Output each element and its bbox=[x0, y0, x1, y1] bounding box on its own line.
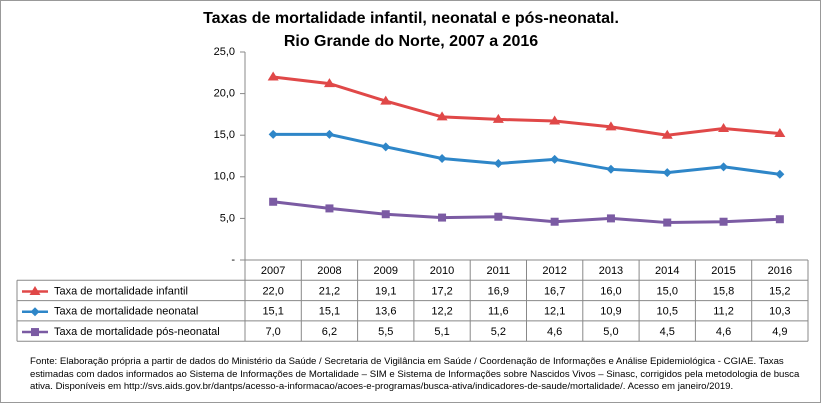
point bbox=[775, 215, 784, 224]
table-value: 12,2 bbox=[431, 306, 452, 318]
table-value: 22,0 bbox=[262, 285, 283, 297]
point bbox=[268, 129, 278, 139]
table-value: 16,0 bbox=[600, 285, 621, 297]
table-value: 12,1 bbox=[544, 306, 565, 318]
line bbox=[272, 200, 780, 225]
table-value: 17,2 bbox=[431, 285, 452, 297]
x-tick-label: 2008 bbox=[317, 265, 341, 277]
point bbox=[606, 164, 616, 174]
x-tick-label: 2015 bbox=[711, 265, 735, 277]
point bbox=[381, 142, 391, 152]
point bbox=[719, 217, 728, 226]
point bbox=[324, 129, 334, 139]
table-value: 4,6 bbox=[716, 326, 731, 338]
legend-label: Taxa de mortalidade neonatal bbox=[54, 306, 198, 318]
table-value: 16,9 bbox=[488, 285, 509, 297]
line bbox=[273, 132, 781, 176]
table-value: 15,1 bbox=[262, 306, 283, 318]
table-value: 15,0 bbox=[657, 285, 678, 297]
point bbox=[661, 129, 673, 139]
x-tick-label: 2011 bbox=[487, 265, 511, 277]
table-value: 11,6 bbox=[488, 306, 509, 318]
x-tick-label: 2009 bbox=[374, 265, 398, 277]
point bbox=[550, 217, 559, 226]
table-value: 5,1 bbox=[434, 326, 449, 338]
table-value: 10,9 bbox=[600, 306, 621, 318]
table-value: 10,5 bbox=[657, 306, 678, 318]
point bbox=[380, 95, 392, 105]
legend-marker bbox=[29, 285, 41, 295]
legend-label: Taxa de mortalidade infantil bbox=[54, 285, 188, 297]
table-value: 11,2 bbox=[713, 306, 734, 318]
x-tick-label: 2010 bbox=[430, 265, 454, 277]
source-note: Fonte: Elaboração própria a partir de da… bbox=[30, 356, 800, 392]
point bbox=[493, 158, 503, 168]
table-value: 15,2 bbox=[769, 285, 790, 297]
point bbox=[719, 162, 729, 172]
legend-marker bbox=[31, 328, 39, 337]
point bbox=[438, 213, 447, 222]
table-value: 10,3 bbox=[769, 306, 790, 318]
x-tick-label: 2016 bbox=[768, 265, 792, 277]
point bbox=[381, 210, 390, 219]
legend-marker bbox=[30, 307, 40, 317]
chart-title: Taxas de mortalidade infantil, neonatal … bbox=[203, 10, 619, 27]
table-value: 13,6 bbox=[375, 306, 396, 318]
table-value: 6,2 bbox=[322, 326, 337, 338]
y-tick-label: 5,0 bbox=[220, 212, 235, 224]
point bbox=[437, 153, 447, 163]
point bbox=[606, 214, 615, 223]
point bbox=[494, 212, 503, 221]
x-tick-label: 2007 bbox=[261, 265, 285, 277]
point bbox=[549, 115, 561, 125]
point bbox=[436, 111, 448, 121]
chart-subtitle: Rio Grande do Norte, 2007 a 2016 bbox=[284, 33, 538, 50]
table-value: 4,9 bbox=[772, 326, 787, 338]
point bbox=[663, 218, 672, 227]
y-tick-label: 25,0 bbox=[214, 46, 235, 58]
point bbox=[325, 204, 334, 213]
x-tick-label: 2014 bbox=[655, 265, 679, 277]
table-value: 5,0 bbox=[603, 326, 618, 338]
table-value: 7,0 bbox=[266, 326, 281, 338]
table-value: 15,8 bbox=[713, 285, 734, 297]
point bbox=[662, 168, 672, 178]
point bbox=[269, 197, 278, 206]
table-value: 15,1 bbox=[319, 306, 340, 318]
legend-label: Taxa de mortalidade pós-neonatal bbox=[54, 326, 220, 338]
point bbox=[267, 71, 279, 81]
line bbox=[272, 75, 780, 137]
point bbox=[775, 169, 785, 179]
table-value: 4,5 bbox=[660, 326, 675, 338]
table-value: 21,2 bbox=[319, 285, 340, 297]
table-value: 19,1 bbox=[375, 285, 396, 297]
point bbox=[550, 154, 560, 164]
point bbox=[718, 123, 730, 133]
table-value: 5,2 bbox=[491, 326, 506, 338]
y-tick-label: 15,0 bbox=[214, 129, 235, 141]
y-tick-label: - bbox=[231, 254, 235, 266]
table-value: 5,5 bbox=[378, 326, 393, 338]
x-tick-label: 2012 bbox=[542, 265, 566, 277]
point bbox=[774, 128, 786, 138]
y-tick-label: 10,0 bbox=[214, 171, 235, 183]
point bbox=[323, 78, 335, 88]
table-value: 16,7 bbox=[544, 285, 565, 297]
x-tick-label: 2013 bbox=[599, 265, 623, 277]
point bbox=[605, 121, 617, 131]
table-value: 4,6 bbox=[547, 326, 562, 338]
point bbox=[492, 113, 504, 123]
y-tick-label: 20,0 bbox=[214, 88, 235, 100]
